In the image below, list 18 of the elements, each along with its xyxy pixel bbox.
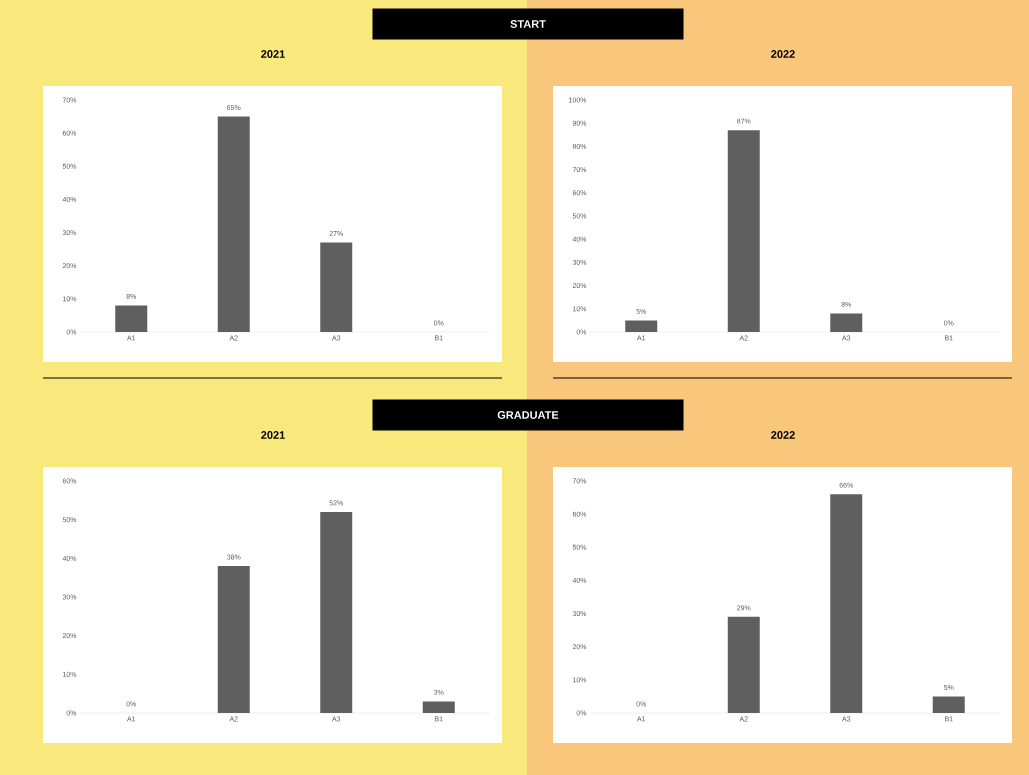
bar: [217, 116, 250, 332]
text: START: [510, 20, 546, 28]
bar: [727, 616, 760, 713]
bar: [217, 566, 250, 713]
chart-title: 2022: [771, 50, 795, 58]
chart-title: 2021: [261, 431, 285, 439]
bar: [830, 313, 863, 332]
bar: [115, 305, 148, 332]
bar: [320, 511, 353, 713]
chart-title: 2022: [771, 431, 795, 439]
chart-title: 2021: [261, 50, 285, 58]
text: GRADUATE: [497, 411, 559, 419]
bar: [932, 696, 965, 713]
bar: [320, 242, 353, 332]
bar: [422, 701, 455, 713]
bar: [727, 130, 760, 332]
bar: [625, 320, 658, 332]
bar: [830, 494, 863, 713]
